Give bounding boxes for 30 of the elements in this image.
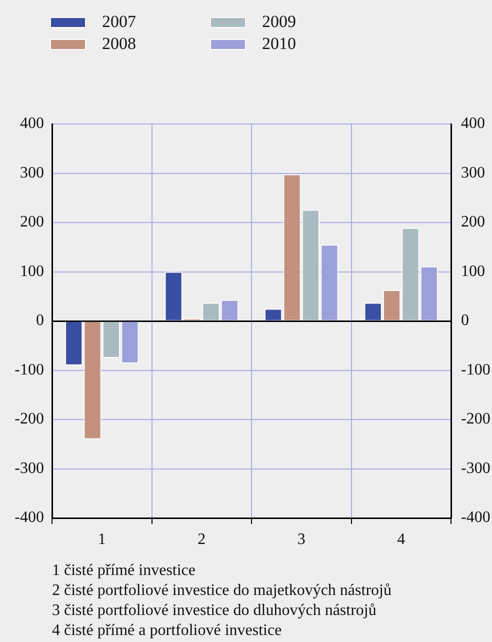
text: 4 čisté přímé a portfoliové investice	[52, 621, 283, 641]
y2-tick-label: 0	[461, 312, 469, 330]
y-tick-label: -300	[14, 460, 44, 477]
y2-tick-label: -100	[461, 361, 490, 378]
y2-tick-label: 400	[461, 115, 485, 132]
y-tick-label: 200	[20, 214, 44, 231]
y2-tick-label: 100	[461, 262, 485, 280]
legend-label: 2007	[102, 12, 136, 32]
y-tick-label: 300	[20, 164, 44, 182]
y-tick-label: -100	[14, 361, 44, 378]
text: 3 čisté portfoliové investice do dluhových nástrojů	[52, 601, 378, 621]
legend-label: 2010	[262, 34, 296, 54]
y-tick-label: 400	[20, 115, 44, 132]
x-tick-label: 2	[198, 530, 206, 548]
x-tick-label: 3	[297, 530, 306, 548]
y-tick-label: 0	[36, 312, 44, 330]
y-tick-label: 100	[20, 262, 44, 280]
text: 2 čisté portfoliové investice do majetkových nástrojů	[52, 581, 392, 601]
text: 1 čisté přímé investice	[52, 561, 197, 581]
y2-tick-label: 200	[461, 214, 485, 231]
y2-tick-label: -400	[461, 509, 490, 526]
y2-tick-label: 300	[461, 164, 485, 182]
y-tick-label: -200	[14, 410, 44, 428]
y2-tick-label: -300	[461, 460, 490, 477]
y-tick-label: -400	[14, 509, 44, 526]
legend-label: 2009	[262, 12, 296, 32]
x-tick-label: 4	[397, 530, 406, 548]
x-tick-label: 1	[98, 530, 106, 548]
y2-tick-label: -200	[461, 410, 490, 428]
legend-label: 2008	[102, 34, 136, 54]
